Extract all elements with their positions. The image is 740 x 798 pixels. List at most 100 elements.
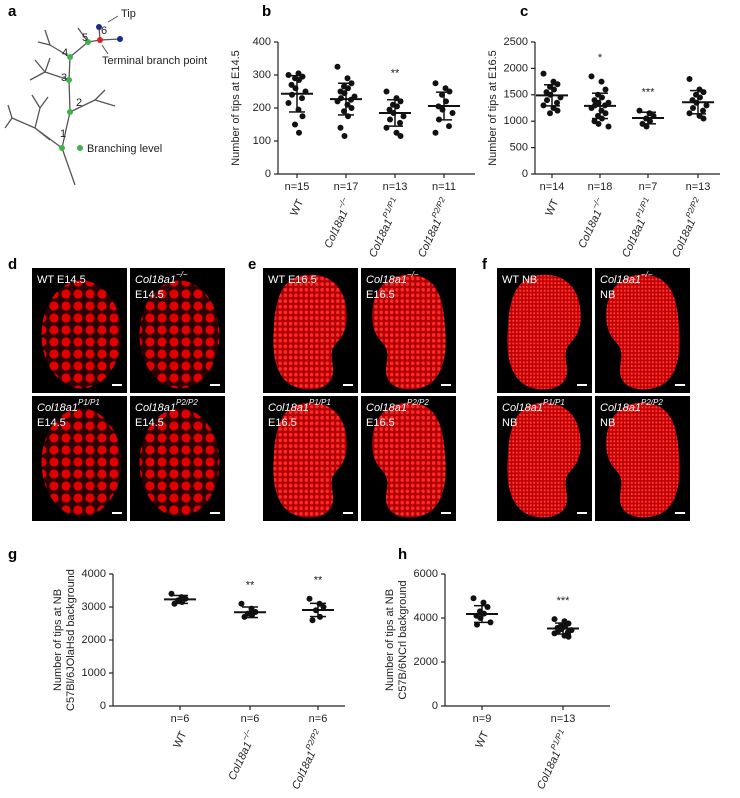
y-tick-label: 1000 xyxy=(504,115,528,127)
y-axis-label: C57B/6NCrl background xyxy=(397,580,409,699)
y-axis-label: Number of tips at E14.5 xyxy=(230,50,242,166)
panel-letter: h xyxy=(398,546,407,563)
tile-label: Col18a1−/− xyxy=(366,270,419,286)
data-point xyxy=(544,97,550,104)
significance: *** xyxy=(642,87,656,99)
tile-stage: NB xyxy=(502,417,517,429)
tile-superscript: P1/P1 xyxy=(309,398,331,407)
kidney-image xyxy=(507,402,581,518)
data-point xyxy=(602,110,609,117)
tile-superscript: −/− xyxy=(407,270,419,279)
n-label: n=6 xyxy=(309,713,328,725)
panel-letter: a xyxy=(8,3,17,20)
data-point xyxy=(238,600,245,607)
data-point xyxy=(700,115,707,122)
y-tick-label: 2500 xyxy=(504,36,528,48)
significance: ** xyxy=(391,67,400,79)
category-superscript: P2/P2 xyxy=(430,195,448,219)
kidney-image xyxy=(139,408,220,517)
tile-stage: NB xyxy=(600,417,615,429)
arrow xyxy=(101,44,109,55)
y-axis-label: Number of tips at NB xyxy=(384,589,396,691)
data-point xyxy=(700,107,706,114)
tile-superscript: P2/P2 xyxy=(176,398,198,407)
data-point xyxy=(551,630,558,637)
category-superscript: P1/P1 xyxy=(549,728,566,752)
n-label: n=15 xyxy=(285,181,310,193)
data-point xyxy=(487,619,494,626)
category-superscript: P2/P2 xyxy=(684,195,702,219)
category-label: Col18a1−/− xyxy=(573,196,610,251)
y-axis-label: C57Bl/6JOlaHsd background xyxy=(65,569,77,711)
data-point xyxy=(480,599,487,606)
data-point xyxy=(285,72,292,78)
kidney-image xyxy=(372,402,446,518)
data-point xyxy=(295,70,302,77)
category-label: WT xyxy=(288,197,306,218)
data-point xyxy=(387,116,393,123)
y-tick-label: 0 xyxy=(432,700,438,712)
data-point xyxy=(547,110,553,117)
data-point xyxy=(334,63,341,70)
tile-name: Col18a1 xyxy=(135,274,176,286)
category-superscript: −/− xyxy=(590,196,603,211)
tile-superscript: P2/P2 xyxy=(641,398,663,407)
data-point xyxy=(484,604,491,610)
data-point xyxy=(470,595,477,602)
y-tick-label: 2000 xyxy=(414,656,438,668)
y-axis-label: Number of tips at E16.5 xyxy=(487,50,499,166)
n-label: n=6 xyxy=(241,713,260,725)
category-name: WT xyxy=(473,729,491,750)
level-label: 2 xyxy=(76,97,82,109)
y-tick-label: 500 xyxy=(510,142,528,154)
n-label: n=13 xyxy=(383,181,408,193)
data-point xyxy=(320,604,327,610)
kidney-image xyxy=(139,280,220,389)
tile-name: Col18a1 xyxy=(600,402,641,414)
category-superscript: P1/P1 xyxy=(634,196,651,220)
tile-stage: NB xyxy=(600,289,615,301)
tile-name: Col18a1 xyxy=(37,402,78,414)
data-point xyxy=(299,95,305,102)
data-point xyxy=(285,100,292,107)
data-point xyxy=(605,123,612,130)
data-point xyxy=(393,129,400,136)
category-superscript: P1/P1 xyxy=(381,196,398,220)
tile-stage: E16.5 xyxy=(366,417,395,429)
panel-letter: d xyxy=(8,256,17,273)
data-point xyxy=(397,119,403,126)
significance: * xyxy=(598,52,603,64)
tile-stage: E14.5 xyxy=(135,417,164,429)
tile-label: Col18a1P1/P1 xyxy=(502,398,565,414)
tile-label: Col18a1−/− xyxy=(135,270,188,286)
y-tick-label: 100 xyxy=(253,135,271,147)
panel-letter: e xyxy=(248,256,256,273)
tile-name: Col18a1 xyxy=(600,274,641,286)
level-label: 1 xyxy=(60,128,66,140)
category-label: WT xyxy=(543,197,561,218)
category-name: Col18a1 xyxy=(226,740,254,782)
category-label: Col18a1P1/P1 xyxy=(617,196,658,260)
tile-superscript: P1/P1 xyxy=(78,398,100,407)
tip-node xyxy=(117,36,123,42)
data-point xyxy=(432,80,439,87)
category-label: Col18a1P2/P2 xyxy=(413,195,454,259)
significance: ** xyxy=(314,575,323,587)
tile-name: WT E14.5 xyxy=(37,274,86,286)
tile-name: Col18a1 xyxy=(366,274,407,286)
panel-letter: c xyxy=(520,3,528,20)
category-name: WT xyxy=(543,197,561,218)
y-tick-label: 1000 xyxy=(82,667,106,679)
data-point xyxy=(446,123,452,130)
y-tick-label: 4000 xyxy=(82,568,106,580)
y-tick-label: 0 xyxy=(100,700,106,712)
data-point xyxy=(540,102,547,109)
level-label: 4 xyxy=(62,47,68,59)
tip-node xyxy=(96,24,102,30)
data-point xyxy=(344,75,351,82)
n-label: n=13 xyxy=(551,713,576,725)
kidney-image xyxy=(41,280,122,389)
terminal-label: Terminal branch point xyxy=(102,55,207,67)
node xyxy=(85,39,91,45)
